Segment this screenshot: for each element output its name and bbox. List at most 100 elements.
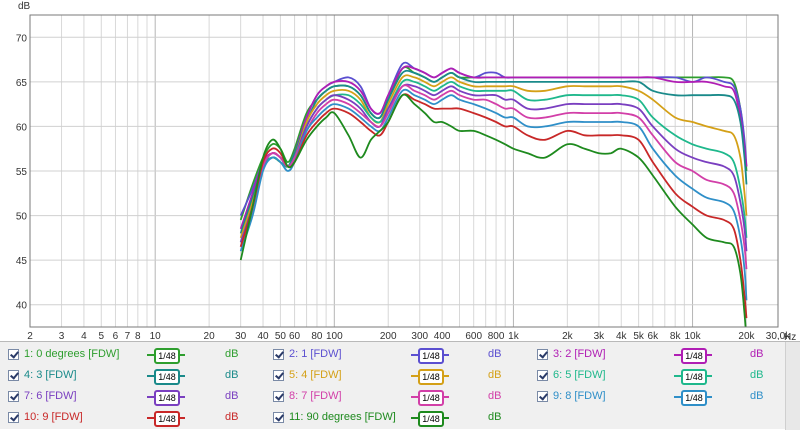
visibility-checkbox[interactable]	[273, 349, 284, 360]
x-tick-label: 400	[434, 331, 451, 340]
smoothing-button[interactable]: 1/48	[411, 369, 449, 385]
legend-label: 6: 5 [FDW]	[553, 369, 606, 381]
smoothing-button[interactable]: 1/48	[411, 390, 449, 406]
series-line	[239, 74, 748, 239]
x-tick-labels: 2 3 4 5 6 7 8 10 20 30 40 50 60 80 100 200 300 400 600 800 1…	[27, 331, 791, 340]
smoothing-label: 1/48	[418, 411, 444, 427]
x-tick-label: 5	[98, 331, 104, 340]
legend-label: 8: 7 [FDW]	[289, 390, 342, 402]
x-tick-label: 10k	[684, 331, 701, 340]
unit-label: dB	[225, 411, 239, 423]
x-tick-label: 30,0k	[766, 331, 791, 340]
x-tick-label: 50	[275, 331, 287, 340]
y-tick-label: 55	[16, 167, 28, 178]
y-tick-label: 65	[16, 78, 28, 89]
series-curves	[239, 61, 748, 327]
series-line	[239, 93, 748, 319]
visibility-checkbox[interactable]	[8, 391, 19, 402]
visibility-checkbox[interactable]	[273, 391, 284, 402]
x-tick-label: 2k	[562, 331, 574, 340]
legend-label: 5: 4 [FDW]	[289, 369, 342, 381]
smoothing-label: 1/48	[681, 348, 707, 364]
smoothing-label: 1/48	[154, 411, 180, 427]
x-tick-label: 80	[311, 331, 323, 340]
legend-row: 7: 6 [FDW] 1/48 dB 8: 7 [FDW] 1/48 dB 9: 8 [FD…	[0, 387, 800, 407]
x-tick-label: 3k	[594, 331, 606, 340]
plot-background	[0, 0, 800, 340]
visibility-checkbox[interactable]	[8, 349, 19, 360]
visibility-checkbox[interactable]	[273, 370, 284, 381]
legend-label: 9: 8 [FDW]	[553, 390, 606, 402]
legend-row: 10: 9 [FDW] 1/48 dB 11: 90 degrees [FDW] 1/4…	[0, 408, 800, 428]
unit-label: dB	[750, 348, 764, 360]
x-tick-label: 2	[27, 331, 33, 340]
x-tick-label: 4	[81, 331, 87, 340]
x-tick-label: 6k	[648, 331, 660, 340]
smoothing-label: 1/48	[418, 369, 444, 385]
x-tick-label: 10	[150, 331, 162, 340]
unit-label: dB	[750, 369, 764, 381]
x-tick-label: 1k	[508, 331, 520, 340]
smoothing-label: 1/48	[681, 369, 707, 385]
smoothing-button[interactable]: 1/48	[674, 348, 712, 364]
x-tick-label: 4k	[616, 331, 628, 340]
smoothing-button[interactable]: 1/48	[147, 348, 185, 364]
legend-row: 1: 0 degrees [FDW] 1/48 dB 2: 1 [FDW] 1/48 dB…	[0, 345, 800, 365]
smoothing-label: 1/48	[154, 348, 180, 364]
smoothing-button[interactable]: 1/48	[674, 369, 712, 385]
unit-label: dB	[225, 348, 239, 360]
smoothing-button[interactable]: 1/48	[411, 348, 449, 364]
x-tick-label: 60	[289, 331, 301, 340]
series-line	[239, 88, 748, 301]
y-tick-label: 45	[16, 256, 28, 267]
x-tick-label: 6	[113, 331, 119, 340]
series-line	[239, 93, 747, 327]
visibility-checkbox[interactable]	[537, 349, 548, 360]
visibility-checkbox[interactable]	[537, 370, 548, 381]
unit-label: dB	[750, 390, 764, 402]
x-tick-label: 300	[411, 331, 428, 340]
visibility-checkbox[interactable]	[8, 370, 19, 381]
legend-label: 7: 6 [FDW]	[24, 390, 77, 402]
visibility-checkbox[interactable]	[8, 412, 19, 423]
y-tick-label: 60	[16, 122, 28, 133]
smoothing-label: 1/48	[154, 369, 180, 385]
y-unit-label: dB	[18, 1, 31, 12]
legend-label: 10: 9 [FDW]	[24, 411, 83, 423]
x-tick-label: 800	[488, 331, 505, 340]
x-tick-label: 8k	[670, 331, 682, 340]
unit-label: dB	[488, 390, 502, 402]
unit-label: dB	[488, 348, 502, 360]
legend-label: 11: 90 degrees [FDW]	[289, 411, 396, 423]
smoothing-label: 1/48	[418, 348, 444, 364]
legend-label: 1: 0 degrees [FDW]	[24, 348, 120, 360]
x-tick-label: 20k	[738, 331, 755, 340]
x-tick-label: 8	[135, 331, 141, 340]
series-line	[239, 83, 748, 252]
y-tick-label: 40	[16, 301, 28, 312]
x-tick-label: 100	[326, 331, 343, 340]
x-tick-label: 20	[204, 331, 216, 340]
smoothing-button[interactable]: 1/48	[411, 411, 449, 427]
x-tick-label: 3	[59, 331, 65, 340]
visibility-checkbox[interactable]	[273, 412, 284, 423]
unit-label: dB	[225, 369, 239, 381]
smoothing-button[interactable]: 1/48	[147, 390, 185, 406]
y-tick-label: 50	[16, 212, 28, 223]
legend-row: 4: 3 [FDW] 1/48 dB 5: 4 [FDW] 1/48 dB 6: 5 [FD…	[0, 366, 800, 386]
series-line	[239, 65, 748, 230]
legend-label: 2: 1 [FDW]	[289, 348, 342, 360]
y-tick-label: 70	[16, 33, 28, 44]
unit-label: dB	[225, 390, 239, 402]
unit-label: dB	[488, 411, 502, 423]
visibility-checkbox[interactable]	[537, 391, 548, 402]
smoothing-label: 1/48	[418, 390, 444, 406]
smoothing-button[interactable]: 1/48	[674, 390, 712, 406]
smoothing-label: 1/48	[681, 390, 707, 406]
x-unit-label: Hz	[784, 332, 796, 340]
x-tick-label: 200	[380, 331, 397, 340]
legend-scrollbar[interactable]	[785, 342, 800, 430]
smoothing-button[interactable]: 1/48	[147, 411, 185, 427]
smoothing-button[interactable]: 1/48	[147, 369, 185, 385]
